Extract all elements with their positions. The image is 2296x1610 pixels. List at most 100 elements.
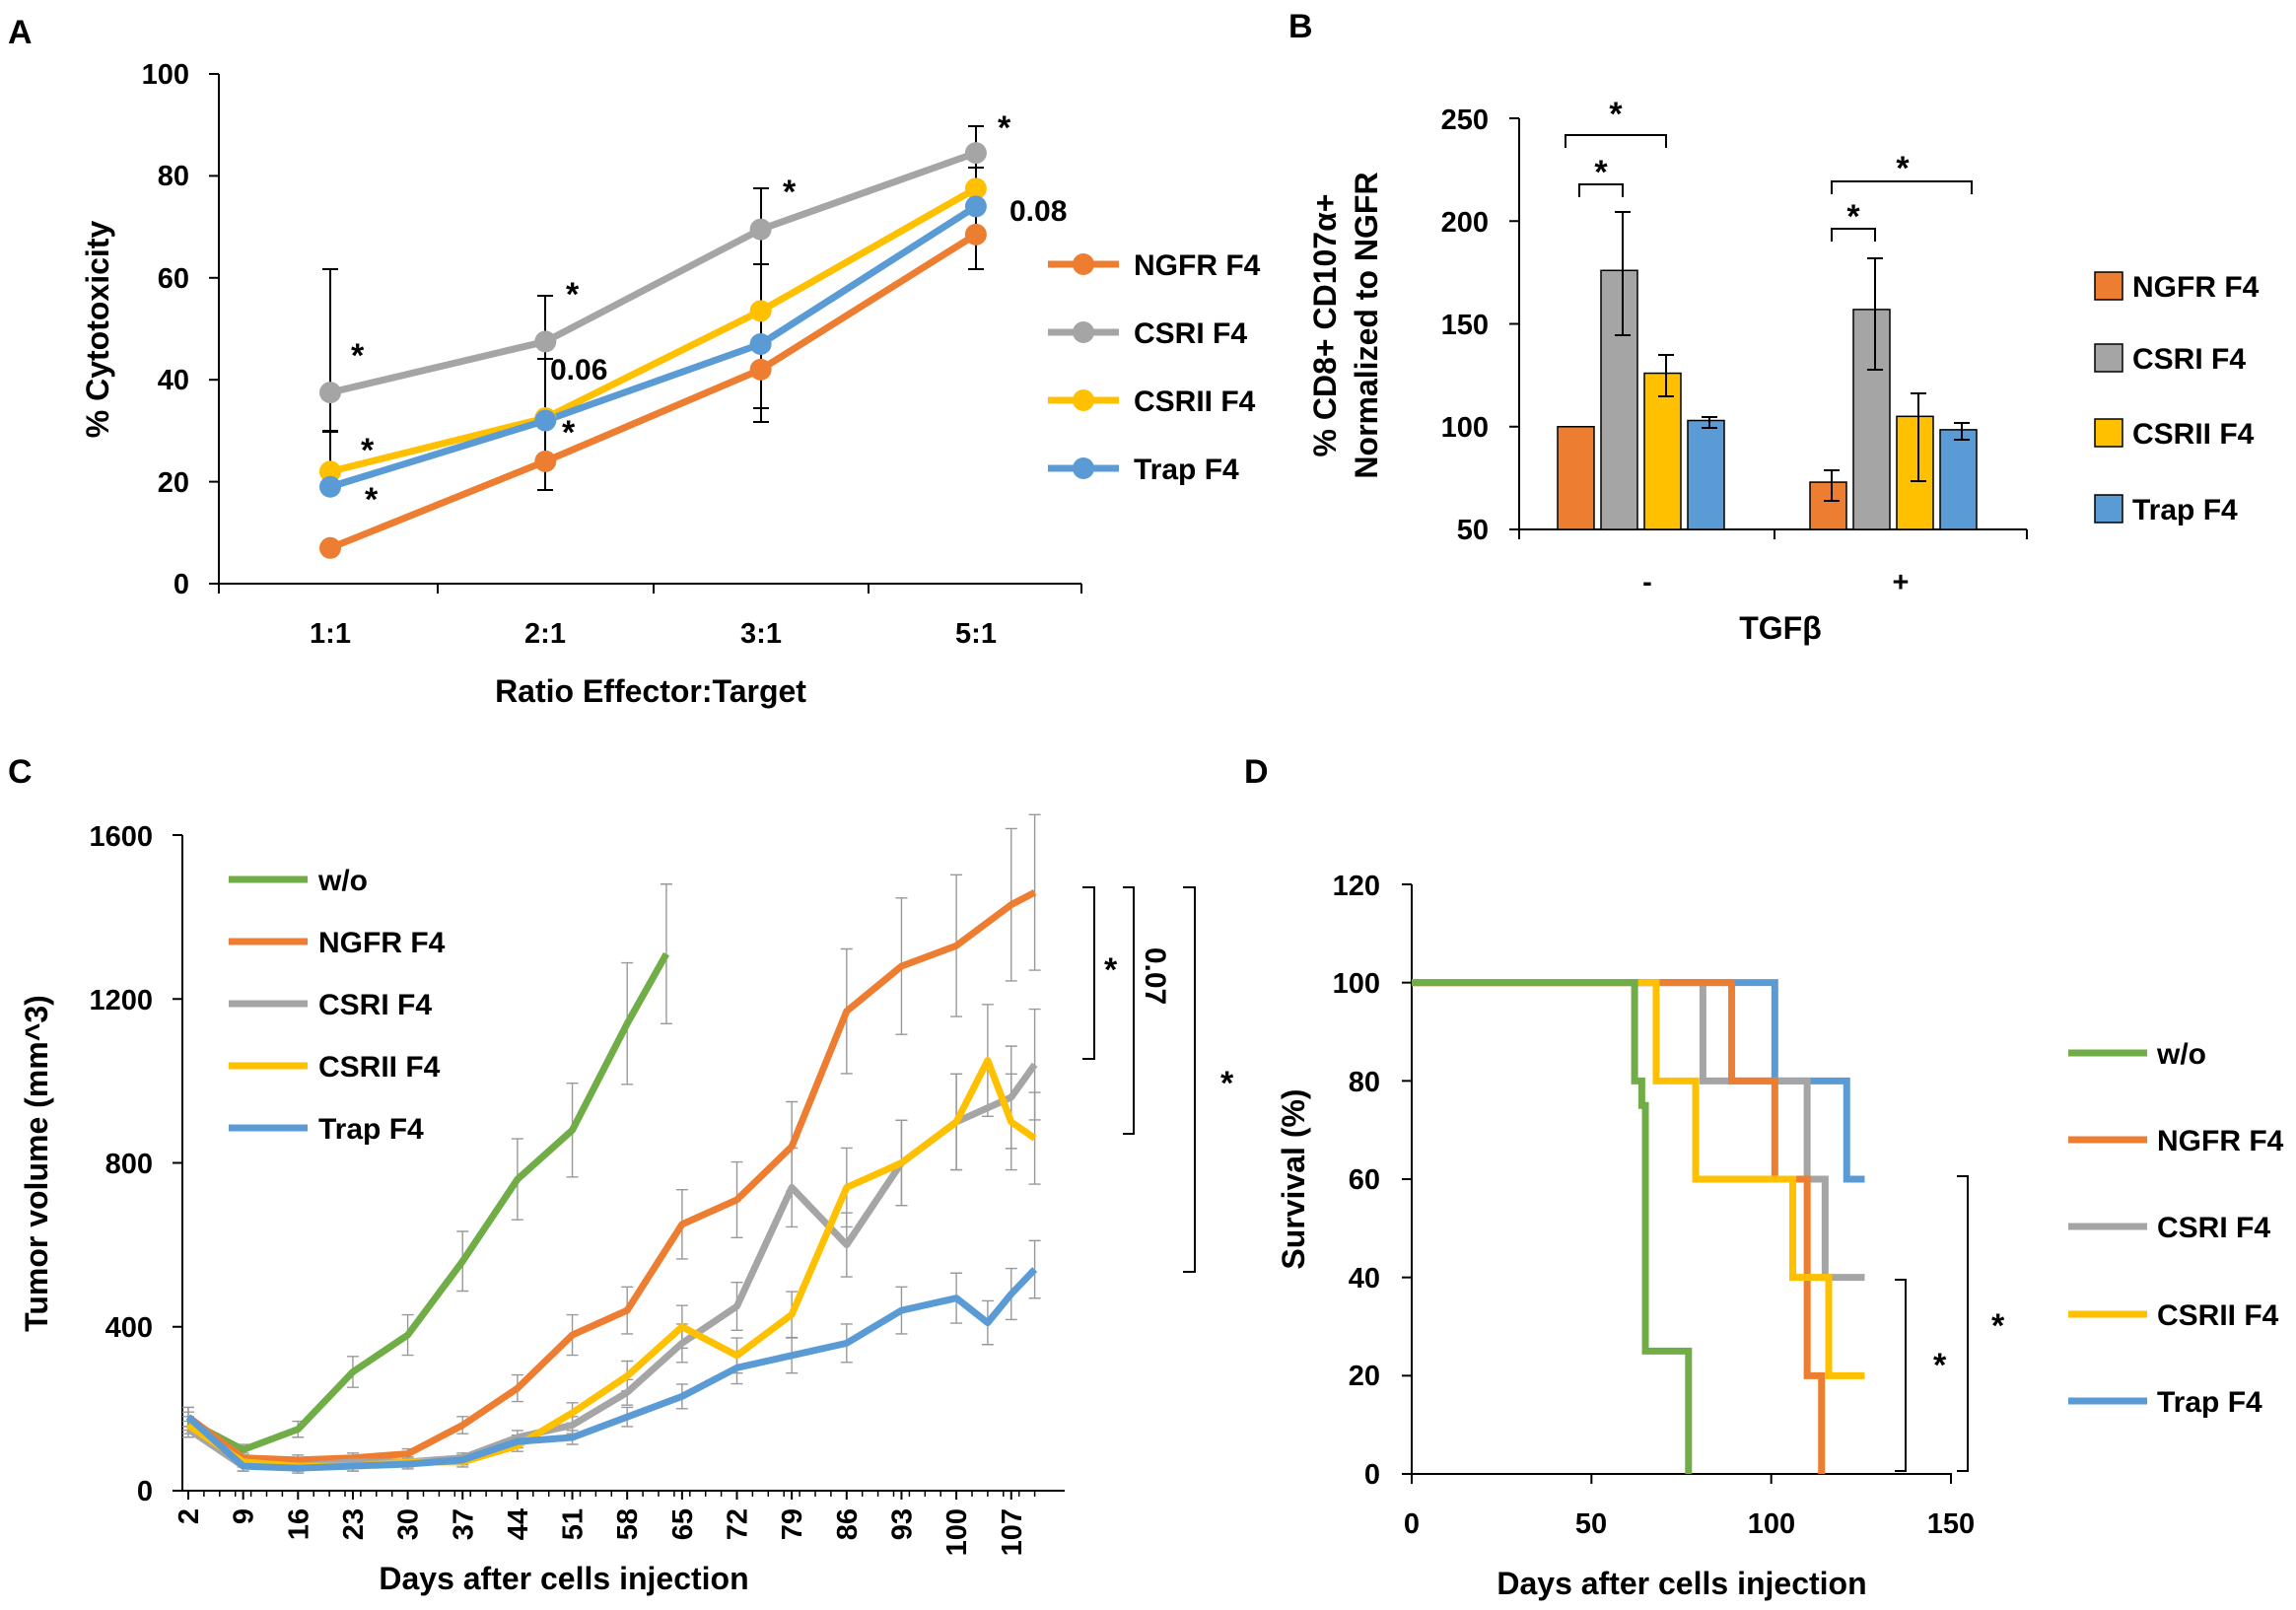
a-annotation: 0.08 xyxy=(1009,195,1067,228)
b-brackets xyxy=(1565,134,1973,242)
panel-label-a: A xyxy=(8,14,33,51)
a-annotation: * xyxy=(361,432,375,469)
b-bar xyxy=(1939,429,1978,530)
b-legend-label: NGFR F4 xyxy=(2132,271,2260,304)
b-legend-label: CSRII F4 xyxy=(2132,418,2255,451)
d-y-axis-label: Survival (%) xyxy=(1276,1088,1311,1269)
b-ytick: 100 xyxy=(1441,412,1489,444)
c-xtick: 37 xyxy=(448,1508,479,1540)
a-xtick: 2:1 xyxy=(524,618,566,650)
d-ytick: 120 xyxy=(1333,871,1380,902)
c-xtick: 93 xyxy=(886,1508,918,1540)
c-annotation: * xyxy=(1220,1065,1234,1102)
a-data-point xyxy=(964,142,987,165)
a-annotation: * xyxy=(351,337,365,375)
b-bar xyxy=(1643,372,1682,530)
c-series-line xyxy=(185,1267,1038,1472)
c-ytick: 0 xyxy=(137,1476,153,1507)
c-xtick: 2 xyxy=(174,1508,205,1524)
d-ytick: 0 xyxy=(1364,1459,1380,1491)
a-ytick: 60 xyxy=(158,263,189,295)
b-annotation: * xyxy=(1896,150,1910,187)
d-ytick: 40 xyxy=(1349,1263,1380,1295)
a-annotation: * xyxy=(566,276,580,314)
b-xtick: + xyxy=(1893,567,1910,598)
a-data-point xyxy=(749,358,772,381)
a-x-axis-label: Ratio Effector:Target xyxy=(495,673,806,709)
d-ytick: 100 xyxy=(1333,968,1380,1000)
c-series-line xyxy=(186,951,670,1453)
a-ytick: 100 xyxy=(142,59,189,91)
b-legend-label: Trap F4 xyxy=(2132,494,2238,526)
a-data-point xyxy=(749,333,772,356)
c-ytick: 1600 xyxy=(89,821,153,853)
a-legend: NGFR F4 CSRI F4 CSRII F4 Trap F4 xyxy=(1048,249,1261,486)
c-xtick: 30 xyxy=(393,1508,425,1540)
c-ytick: 400 xyxy=(105,1312,153,1344)
c-annotation: 0.07 xyxy=(1139,947,1171,1005)
b-bar xyxy=(1896,415,1934,530)
c-xtick: 44 xyxy=(503,1508,534,1540)
c-brackets xyxy=(1082,886,1196,1273)
c-xtick: 51 xyxy=(558,1508,590,1540)
c-series-line xyxy=(186,1062,1038,1470)
c-xtick: 58 xyxy=(612,1508,644,1540)
a-series-line xyxy=(328,231,978,552)
d-xtick: 100 xyxy=(1748,1508,1795,1540)
b-bar xyxy=(1557,426,1595,530)
d-ytick: 60 xyxy=(1349,1164,1380,1196)
b-legend-swatch xyxy=(2094,418,2123,448)
panel-c: C 0 400 800 1200 1600 2 9 16 23 30 37 44 51 58 65… xyxy=(8,753,1234,1596)
a-annotation: * xyxy=(783,174,797,211)
c-y-axis-label: Tumor volume (mm^3) xyxy=(19,995,54,1332)
a-y-axis-label: % Cytotoxicity xyxy=(80,221,115,439)
d-xtick: 150 xyxy=(1927,1508,1975,1540)
c-legend-label: Trap F4 xyxy=(318,1113,424,1146)
c-xtick: 107 xyxy=(997,1508,1028,1556)
panel-label-c: C xyxy=(8,753,33,791)
a-annotation: * xyxy=(562,414,576,452)
c-x-axis-label: Days after cells injection xyxy=(379,1561,748,1596)
panel-d: D 0 20 40 60 80 100 120 0 50 100 150 Day… xyxy=(1244,753,2284,1601)
a-legend-marker xyxy=(1073,389,1094,411)
a-data-point xyxy=(749,300,772,322)
c-legend: w/o NGFR F4 CSRI F4 CSRII F4 Trap F4 xyxy=(229,865,446,1146)
a-series-line xyxy=(329,185,978,475)
a-data-point xyxy=(319,536,341,559)
c-legend-label: w/o xyxy=(317,865,368,897)
a-data-point xyxy=(319,382,341,404)
b-legend-swatch xyxy=(2094,271,2123,301)
c-annotation: * xyxy=(1104,951,1118,989)
a-error-bars xyxy=(322,125,984,494)
a-ytick: 20 xyxy=(158,467,189,499)
a-data-point xyxy=(319,475,341,498)
a-xtick: 5:1 xyxy=(955,618,997,650)
d-legend-label: NGFR F4 xyxy=(2157,1125,2284,1157)
c-xtick: 79 xyxy=(777,1508,808,1540)
b-bar xyxy=(1809,481,1847,530)
b-annotation: * xyxy=(1594,154,1608,191)
b-ytick: 50 xyxy=(1457,515,1489,546)
a-annotation: * xyxy=(365,481,379,519)
d-legend-label: w/o xyxy=(2156,1038,2206,1071)
c-ytick: 800 xyxy=(105,1149,153,1180)
b-error-bars xyxy=(1615,211,1970,502)
b-ytick: 250 xyxy=(1441,105,1489,136)
b-legend-label: CSRI F4 xyxy=(2132,343,2246,376)
b-bar xyxy=(1600,269,1638,530)
a-annotation: 0.06 xyxy=(550,354,607,386)
a-series-line xyxy=(328,203,978,491)
b-legend-swatch xyxy=(2094,494,2123,524)
a-ytick: 40 xyxy=(158,365,189,396)
d-brackets xyxy=(1895,1175,1969,1472)
a-data-point xyxy=(964,177,987,200)
c-series-line xyxy=(185,889,1037,1464)
a-data-point xyxy=(534,409,557,432)
d-series-line xyxy=(1412,979,1865,1379)
c-legend-label: NGFR F4 xyxy=(318,927,446,959)
a-annotation: * xyxy=(998,109,1011,147)
a-data-point xyxy=(964,195,987,218)
d-ytick: 80 xyxy=(1349,1067,1380,1098)
b-x-axis-label: TGFβ xyxy=(1739,610,1822,646)
d-xtick: 50 xyxy=(1575,1508,1607,1540)
